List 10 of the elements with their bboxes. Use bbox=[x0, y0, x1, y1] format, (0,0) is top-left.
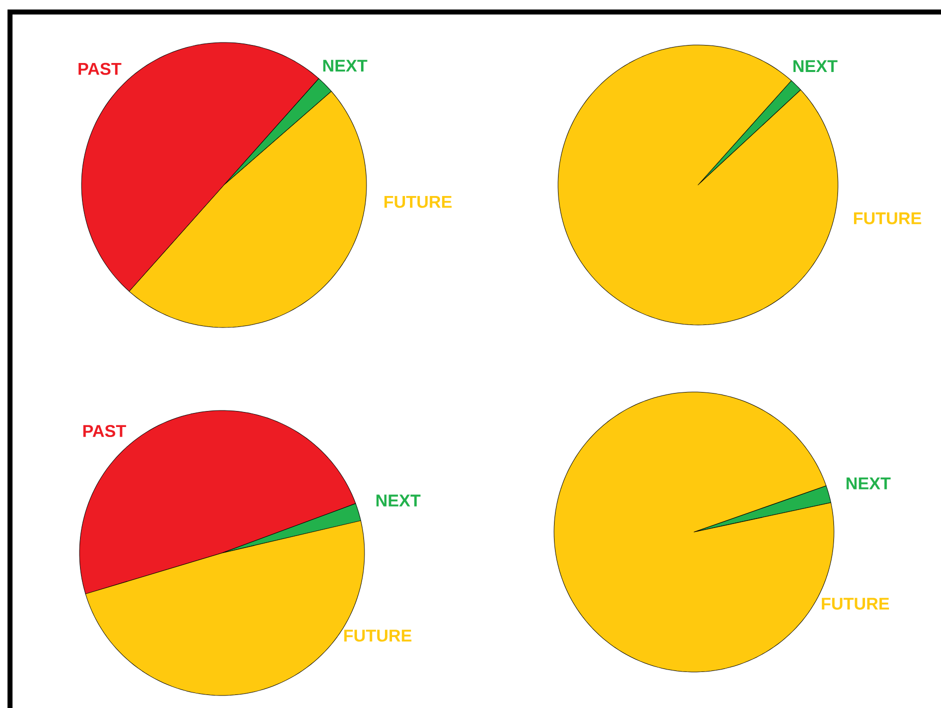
slice-label: PAST bbox=[83, 424, 126, 438]
slice-label: FUTURE bbox=[384, 196, 452, 208]
slice-label: FUTURE bbox=[344, 630, 412, 642]
slice-label: FUTURE bbox=[822, 598, 890, 610]
slice-label: NEXT bbox=[793, 60, 838, 72]
slice-label: NEXT bbox=[376, 494, 421, 506]
slice-label: FUTURE bbox=[854, 212, 922, 224]
slice-label: NEXT bbox=[846, 478, 891, 490]
slice-label: PAST bbox=[78, 62, 122, 75]
slice-label: NEXT bbox=[323, 60, 368, 72]
